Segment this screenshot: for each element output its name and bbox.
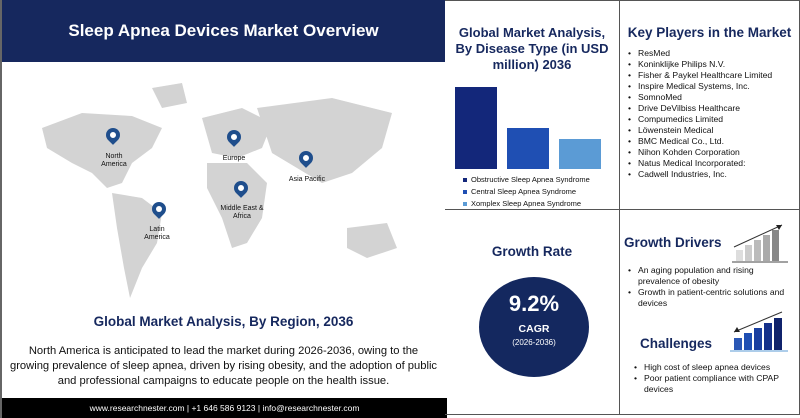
growth-drivers-title: Growth Drivers (624, 235, 722, 250)
legend-swatch (463, 202, 467, 207)
legend-label: Central Sleep Apnea Syndrome (471, 187, 577, 196)
world-map-shapes (42, 83, 397, 298)
bar-chart (455, 87, 601, 169)
bar-0 (455, 87, 497, 169)
key-player-item: Nihon Kohden Corporation (626, 147, 799, 158)
region-description: North America is anticipated to lead the… (9, 345, 438, 387)
legend-item: Central Sleep Apnea Syndrome (463, 186, 590, 198)
chart-legend: Obstructive Sleep Apnea Syndrome Central … (463, 174, 590, 210)
cagr-label: CAGR (518, 323, 550, 335)
world-map: North America Europe Asia Pacific Middle… (2, 68, 445, 308)
key-player-item: Löwenstein Medical (626, 125, 799, 136)
region-title: Global Market Analysis, By Region, 2036 (93, 314, 354, 329)
key-player-item: Natus Medical Incorporated: (626, 158, 799, 169)
key-player-item: Drive DeVilbiss Healthcare (626, 103, 799, 114)
disease-type-panel: Global Market Analysis, By Disease Type … (445, 0, 620, 210)
key-players-title: Key Players in the Market (627, 25, 792, 40)
region-label-asia-pacific: Asia Pacific (288, 176, 326, 183)
footer-contact: www.researchnester.com | +1 646 586 9123… (2, 398, 447, 418)
region-label-middle-east-africa: Middle East & Africa (220, 205, 264, 220)
cagr-period: (2026-2036) (512, 338, 556, 347)
legend-swatch (463, 190, 467, 195)
cagr-value: 9.2% (508, 291, 560, 316)
key-player-item: Compumedics Limited (626, 114, 799, 125)
cagr-circle: 9.2% CAGR (2026-2036) (479, 277, 589, 377)
region-label-latin-america: Latin America (144, 226, 170, 241)
drivers-challenges-panel: Growth Drivers An aging population and r… (620, 210, 800, 415)
growth-rate-panel: Growth Rate 9.2% CAGR (2026-2036) (445, 210, 620, 415)
bar-1 (507, 128, 549, 169)
key-player-item: Inspire Medical Systems, Inc. (626, 81, 799, 92)
key-player-item: SomnoMed (626, 92, 799, 103)
key-player-item: Fisher & Paykel Healthcare Limited (626, 70, 799, 81)
challenges-chart-icon (730, 311, 788, 352)
key-player-item: ResMed (626, 48, 799, 59)
growth-driver-item: An aging population and rising prevalenc… (626, 265, 796, 287)
legend-swatch (463, 178, 467, 183)
key-players-list: ResMedKoninklijke Philips N.V.Fisher & P… (626, 48, 799, 180)
left-panel: Sleep Apnea Devices Market Overview Nort… (0, 0, 445, 418)
challenges-list: High cost of sleep apnea devicesPoor pat… (632, 362, 796, 395)
bar-2 (559, 139, 601, 169)
growth-chart-icon (732, 224, 788, 263)
growth-drivers-list: An aging population and rising prevalenc… (626, 265, 796, 309)
key-player-item: BMC Medical Co., Ltd. (626, 136, 799, 147)
region-label-north-america: North America (101, 153, 127, 168)
challenge-item: High cost of sleep apnea devices (632, 362, 796, 373)
chart-title: Global Market Analysis, By Disease Type … (455, 25, 609, 72)
legend-item: Obstructive Sleep Apnea Syndrome (463, 174, 590, 186)
key-players-panel: Key Players in the Market ResMedKoninkli… (620, 0, 800, 210)
key-player-item: Cadwell Industries, Inc. (626, 169, 799, 180)
legend-item: Xomplex Sleep Apnea Syndrome (463, 198, 590, 210)
region-label-europe: Europe (222, 155, 246, 162)
page-title: Sleep Apnea Devices Market Overview (2, 0, 445, 62)
legend-label: Xomplex Sleep Apnea Syndrome (471, 199, 582, 208)
challenges-title: Challenges (640, 336, 713, 351)
growth-driver-item: Growth in patient-centric solutions and … (626, 287, 796, 309)
legend-label: Obstructive Sleep Apnea Syndrome (471, 175, 590, 184)
growth-rate-title: Growth Rate (491, 244, 573, 259)
key-player-item: Koninklijke Philips N.V. (626, 59, 799, 70)
challenge-item: Poor patient compliance with CPAP device… (632, 373, 796, 395)
